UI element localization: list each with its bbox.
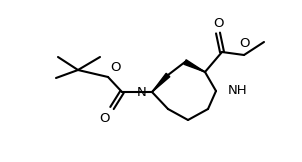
- Text: N: N: [137, 86, 147, 98]
- Text: O: O: [99, 112, 110, 125]
- Polygon shape: [152, 73, 170, 92]
- Text: NH: NH: [228, 85, 248, 98]
- Text: O: O: [213, 17, 223, 30]
- Text: O: O: [239, 37, 249, 50]
- Text: O: O: [110, 61, 120, 74]
- Polygon shape: [184, 60, 205, 72]
